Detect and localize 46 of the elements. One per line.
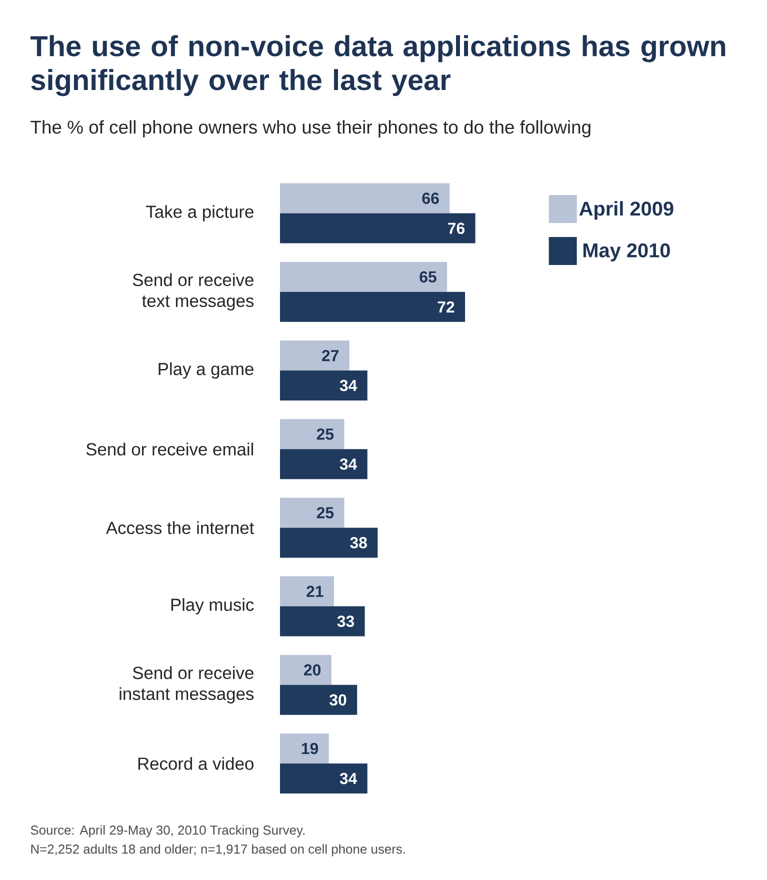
data-label: 34 bbox=[340, 772, 358, 784]
bar bbox=[280, 370, 368, 400]
data-label: 30 bbox=[330, 694, 346, 706]
bar bbox=[280, 449, 368, 480]
chart-subtitle: The % of cell phone owners who use their phones to do the following bbox=[30, 120, 590, 138]
bar bbox=[280, 606, 365, 636]
bar bbox=[280, 340, 350, 370]
y-tick-label: Access the internet bbox=[106, 521, 254, 534]
bar bbox=[280, 654, 332, 685]
data-label: 25 bbox=[316, 428, 334, 440]
bar bbox=[280, 213, 476, 244]
bar bbox=[280, 262, 448, 292]
y-tick-label: Take a picture bbox=[146, 205, 254, 222]
chart-title: The use of non-voice data applications has grown significantly over the last year bbox=[30, 35, 726, 96]
text: N=2,252 adults 18 and older; n=1,917 based on cell phone users. bbox=[31, 844, 405, 856]
y-tick-label: Send or receive instant messages bbox=[120, 666, 254, 704]
data-label: 33 bbox=[337, 616, 354, 627]
y-tick-label: Play music bbox=[171, 598, 254, 614]
bar bbox=[280, 419, 344, 450]
data-label: 34 bbox=[340, 380, 358, 392]
data-label: 38 bbox=[350, 537, 367, 548]
y-tick-label: Send or receive text messages bbox=[132, 273, 254, 310]
bar bbox=[280, 498, 344, 528]
data-label: 65 bbox=[420, 271, 436, 283]
source-note: Source: April 29-May 30, 2010 Tracking Survey. bbox=[30, 825, 304, 838]
legend-label: April 2009 bbox=[579, 201, 674, 220]
bar bbox=[280, 292, 466, 322]
y-tick-label: Send or receive email bbox=[86, 442, 254, 456]
bar bbox=[280, 576, 334, 606]
bar bbox=[280, 734, 329, 764]
y-tick-label: Play a game bbox=[158, 362, 254, 379]
legend-label: May 2010 bbox=[583, 243, 670, 262]
bar bbox=[280, 528, 378, 558]
data-label: 34 bbox=[340, 458, 358, 470]
data-label: 72 bbox=[438, 301, 454, 312]
data-label: 66 bbox=[422, 192, 439, 204]
data-label: 76 bbox=[448, 222, 465, 234]
data-label: 25 bbox=[316, 507, 334, 518]
data-label: 19 bbox=[302, 742, 318, 754]
data-label: 21 bbox=[306, 586, 324, 597]
bar bbox=[280, 684, 358, 715]
y-tick-label: Record a video bbox=[138, 757, 254, 770]
data-label: 20 bbox=[304, 664, 321, 676]
data-label: 27 bbox=[322, 350, 338, 362]
bar bbox=[280, 764, 368, 794]
bar bbox=[280, 183, 450, 214]
